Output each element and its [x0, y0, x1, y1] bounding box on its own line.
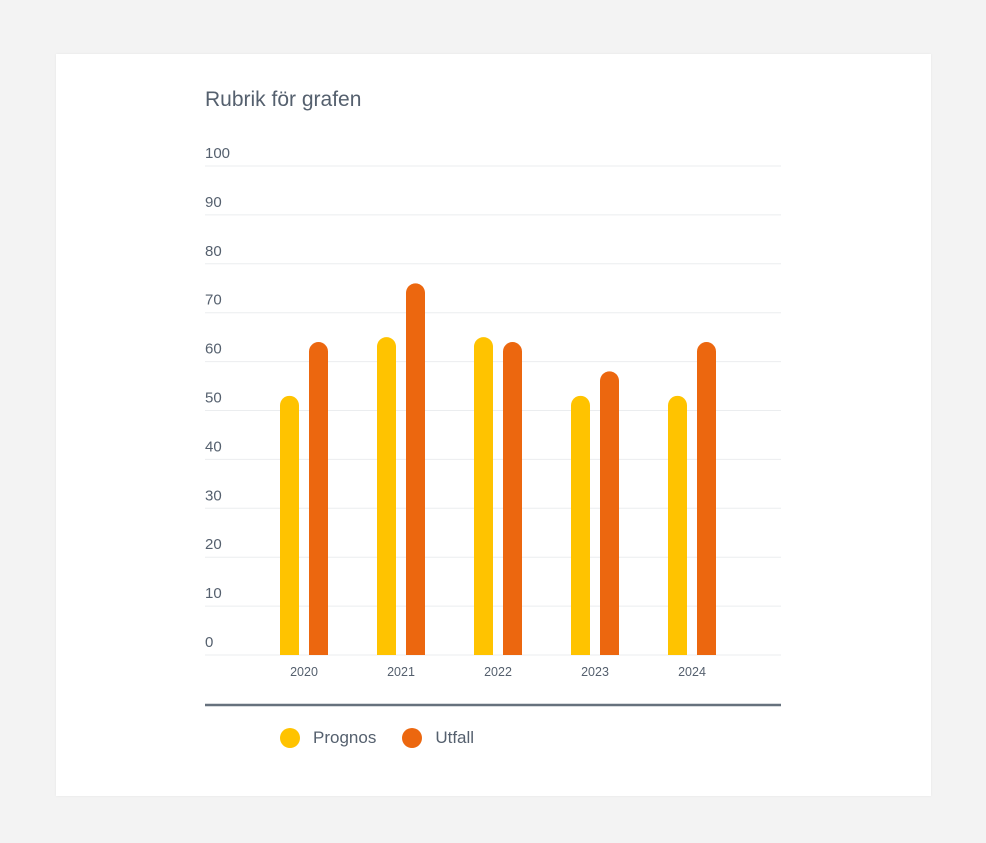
x-tick-label: 2020 — [290, 665, 318, 679]
y-axis-ticks: 0 10 20 30 40 50 60 70 80 90 100 — [205, 145, 230, 651]
bar-prognos-2024[interactable] — [668, 395, 687, 655]
x-tick-label: 2023 — [581, 665, 609, 679]
legend-label-prognos: Prognos — [313, 728, 377, 747]
bar-utfall-2023[interactable] — [600, 371, 619, 655]
legend-swatch-utfall — [402, 728, 423, 748]
y-tick-label: 30 — [205, 487, 222, 504]
y-tick-label: 20 — [205, 536, 222, 553]
bar-prognos-2022[interactable] — [474, 337, 493, 655]
bar-prognos-2020[interactable] — [280, 395, 299, 655]
y-tick-label: 60 — [205, 341, 222, 358]
y-tick-label: 100 — [205, 145, 230, 162]
y-tick-label: 10 — [205, 585, 222, 602]
bar-utfall-2021[interactable] — [406, 283, 425, 655]
chart-legend: Prognos Utfall — [280, 728, 500, 748]
legend-swatch-prognos — [280, 728, 300, 748]
bar-prognos-2023[interactable] — [571, 395, 590, 655]
chart-title: Rubrik för grafen — [205, 88, 362, 111]
bar-utfall-2022[interactable] — [503, 342, 522, 655]
chart-card: Rubrik för grafen 0 10 20 30 40 50 60 70 80 90 100… — [56, 54, 931, 796]
y-tick-label: 80 — [205, 243, 222, 260]
bar-utfall-2024[interactable] — [697, 342, 716, 655]
y-tick-label: 90 — [205, 194, 222, 211]
x-tick-label: 2024 — [678, 665, 706, 679]
bars — [280, 283, 716, 655]
x-axis-ticks: 2020 2021 2022 2023 2024 — [290, 665, 706, 679]
legend-item-utfall[interactable]: Utfall — [402, 728, 474, 748]
bar-prognos-2021[interactable] — [377, 337, 396, 655]
y-tick-label: 40 — [205, 438, 222, 455]
legend-label-utfall: Utfall — [435, 728, 475, 747]
y-tick-label: 0 — [205, 634, 213, 651]
x-tick-label: 2021 — [387, 665, 415, 679]
y-tick-label: 50 — [205, 390, 222, 407]
bar-utfall-2020[interactable] — [309, 342, 328, 655]
legend-item-prognos[interactable]: Prognos — [280, 728, 376, 748]
y-tick-label: 70 — [205, 292, 222, 309]
x-tick-label: 2022 — [484, 665, 512, 679]
